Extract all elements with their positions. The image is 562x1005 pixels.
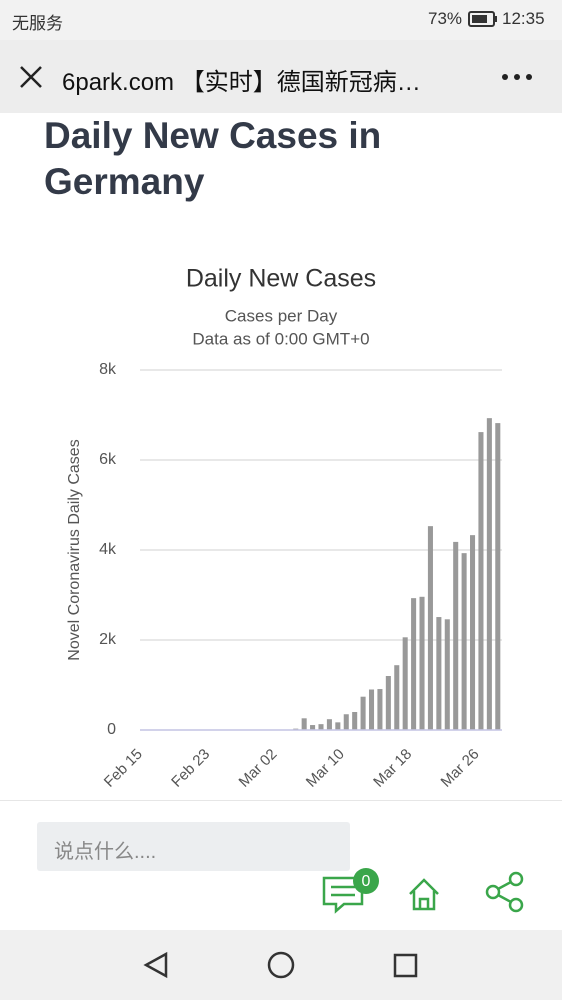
bar <box>385 676 391 730</box>
chart-title: Daily New Cases <box>186 265 376 293</box>
bar <box>360 696 366 730</box>
bar <box>394 665 400 730</box>
x-tick-label: Mar 18 <box>370 746 415 791</box>
x-tick-label: Mar 26 <box>438 746 483 791</box>
chart: Daily New Cases Cases per Day Data as of… <box>66 265 502 791</box>
system-buttons <box>143 951 418 979</box>
bar <box>411 598 417 730</box>
bar <box>486 418 492 730</box>
home-button[interactable] <box>409 878 439 911</box>
bar <box>427 526 433 730</box>
battery: 73% <box>428 9 463 28</box>
chart-subtitle: Data as of 0:00 GMT+0 <box>192 329 369 348</box>
bar <box>453 541 459 730</box>
x-tick-label: Mar 10 <box>303 746 348 791</box>
heading: Daily New Cases in Germany <box>44 115 382 202</box>
comment-button[interactable]: 0 <box>322 868 379 914</box>
bar <box>335 722 341 730</box>
bar <box>326 719 332 730</box>
bar <box>352 712 358 730</box>
recent-button[interactable] <box>393 953 418 978</box>
time: 12:35 <box>502 9 545 28</box>
action-icons: 0 <box>322 868 524 914</box>
close-button[interactable] <box>18 64 44 90</box>
y-axis-label: Novel Coronavirus Daily Cases <box>66 439 83 660</box>
system-nav <box>0 930 562 1000</box>
bar <box>301 718 307 730</box>
comment-input[interactable]: 说点什么.... <box>37 822 350 871</box>
y-tick-label: 2k <box>99 631 117 648</box>
bar <box>444 619 450 730</box>
y-tick-label: 0 <box>107 721 116 738</box>
bar <box>318 724 324 730</box>
bar <box>461 553 467 730</box>
status-bar: 无服务 73% 12:35 <box>0 0 562 40</box>
separator <box>0 800 562 801</box>
bar <box>470 535 476 730</box>
nav-bar: 6park.com 【实时】德国新冠病… <box>0 40 562 113</box>
x-tick-label: Feb 15 <box>101 746 146 791</box>
menu-button[interactable] <box>500 72 534 82</box>
bar <box>436 617 442 730</box>
x-tick-label: Feb 23 <box>168 746 213 791</box>
placeholder: 说点什么.... <box>54 841 157 863</box>
back-button[interactable] <box>143 951 168 979</box>
home-key[interactable] <box>267 951 295 979</box>
bar <box>478 432 484 730</box>
bar <box>402 637 408 730</box>
y-tick-label: 6k <box>99 451 117 468</box>
bar <box>495 423 501 730</box>
chart-subtitle: Cases per Day <box>225 306 338 325</box>
bar <box>419 596 425 730</box>
bar <box>310 725 316 730</box>
battery-icon <box>468 11 497 27</box>
carrier: 无服务 <box>12 14 63 33</box>
bar <box>377 689 383 730</box>
bar <box>368 689 375 730</box>
x-tick-label: Mar 02 <box>236 746 281 791</box>
y-tick-label: 4k <box>99 541 117 558</box>
bar <box>343 714 349 730</box>
y-tick-label: 8k <box>99 361 117 378</box>
share-button[interactable] <box>485 871 524 913</box>
page-title: 6park.com 【实时】德国新冠病… <box>62 69 421 96</box>
comment-count: 0 <box>362 873 371 890</box>
